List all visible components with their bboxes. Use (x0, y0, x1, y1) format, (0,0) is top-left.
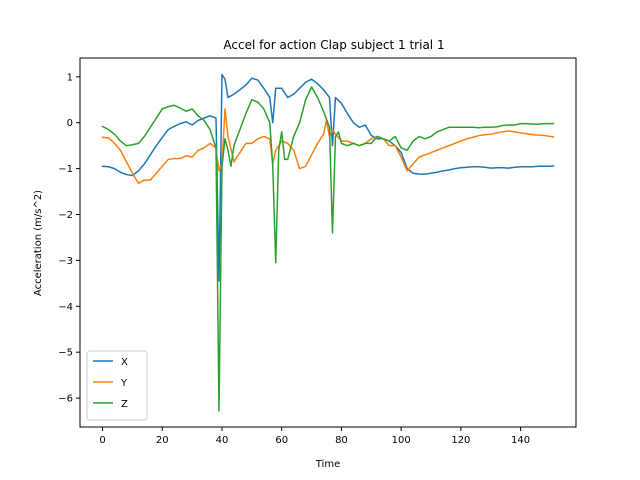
x-tick-label: 40 (216, 435, 229, 446)
x-tick-label: 80 (335, 435, 348, 446)
series-line-y (101, 108, 555, 185)
legend-label: X (121, 357, 128, 368)
y-tick-label: −1 (58, 164, 73, 175)
x-tick-label: 60 (275, 435, 288, 446)
x-tick-label: 120 (451, 435, 470, 446)
chart-title: Accel for action Clap subject 1 trial 1 (223, 38, 444, 52)
y-tick-label: −3 (58, 256, 73, 267)
legend: XYZ (86, 350, 148, 421)
y-tick-label: −2 (58, 210, 73, 221)
y-tick-label: 1 (67, 72, 73, 83)
x-tick-label: 20 (156, 435, 169, 446)
y-tick-label: −6 (58, 394, 73, 405)
x-tick-label: 0 (99, 435, 105, 446)
y-tick-label: −4 (58, 302, 73, 313)
legend-label: Z (121, 399, 128, 410)
plot-area (101, 73, 555, 412)
x-axis: 0 20 40 60 80 100 120 140 (99, 427, 530, 446)
legend-label: Y (120, 378, 128, 389)
x-tick-label: 100 (392, 435, 411, 446)
y-axis-title: Acceleration (m/s^2) (33, 190, 44, 296)
x-tick-label: 140 (511, 435, 530, 446)
series-line-z (101, 86, 555, 412)
y-tick-label: 0 (67, 118, 73, 129)
y-tick-label: −5 (58, 348, 73, 359)
y-axis: −6 −5 −4 −3 −2 −1 0 1 (58, 72, 80, 405)
plot-frame (79, 57, 577, 428)
x-axis-title: Time (315, 459, 340, 470)
series-line-x (101, 73, 555, 282)
